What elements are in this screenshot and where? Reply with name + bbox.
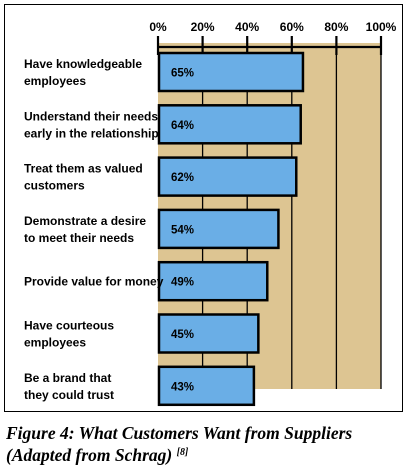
bar (157, 104, 302, 145)
bar (157, 260, 269, 302)
bar-chart: 0% 20% 40% 60% 80% 100% 65% Have knowledgeable e… (24, 20, 397, 407)
category-label-line: employees (24, 336, 86, 350)
category-label-line: Have courteous (24, 319, 114, 333)
caption-reference: [8] (176, 447, 189, 458)
caption-text: Figure 4: What Customers Want from Suppl… (6, 423, 353, 465)
bar-value-label: 62% (171, 172, 194, 184)
category-label-line: Understand their needs (24, 109, 158, 123)
category-label-line: Treat them as valued (24, 162, 143, 176)
bar (157, 313, 260, 354)
category-label-line: Provide value for money (24, 275, 164, 289)
bar (157, 51, 305, 93)
category-label-line: to meet their needs (24, 231, 134, 245)
category-label-line: early in the relationship (24, 126, 159, 140)
x-tick-label: 60% (280, 20, 304, 34)
category-label-line: they could trust (24, 388, 114, 402)
bar-value-label: 45% (171, 329, 194, 341)
figure-caption: Figure 4: What Customers Want from Suppl… (6, 422, 404, 466)
bar-value-label: 65% (171, 68, 194, 80)
bar (157, 365, 256, 407)
category-label: Have knowledgeable employees (24, 57, 142, 88)
bar (157, 208, 280, 250)
category-label: Demonstrate a desire to meet their needs (24, 214, 146, 245)
category-label-line: customers (24, 179, 85, 193)
bar-value-label: 64% (171, 120, 194, 132)
figure-frame: 0% 20% 40% 60% 80% 100% 65% Have knowledgeable e… (4, 4, 403, 412)
category-label: Understand their needs early in the relat… (24, 109, 159, 140)
x-tick-label: 0% (149, 20, 167, 34)
category-label-line: employees (24, 74, 86, 88)
bar-value-label: 43% (171, 381, 194, 393)
category-label: Be a brand that they could trust (24, 371, 114, 402)
category-label: Have courteous employees (24, 319, 114, 350)
category-label: Provide value for money (24, 275, 164, 289)
x-tick-label: 40% (235, 20, 259, 34)
bar-value-label: 54% (171, 224, 194, 236)
category-label-line: Be a brand that (24, 371, 111, 385)
x-tick-label: 80% (324, 20, 348, 34)
category-label-line: Have knowledgeable (24, 57, 142, 71)
x-tick-label: 100% (366, 20, 397, 34)
x-tick-label: 20% (191, 20, 215, 34)
bar (157, 156, 298, 197)
category-label: Treat them as valued customers (24, 162, 143, 193)
category-label-line: Demonstrate a desire (24, 214, 146, 228)
bar-value-label: 49% (171, 277, 194, 289)
